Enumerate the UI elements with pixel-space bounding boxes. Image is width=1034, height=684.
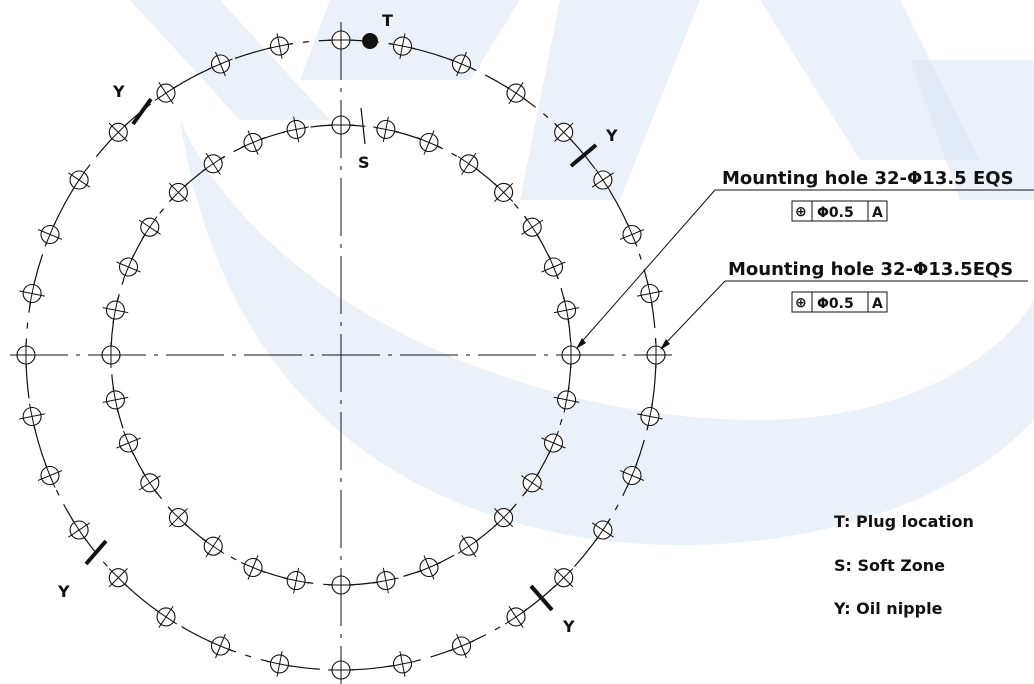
oil-nipple-marker-sw: Y [57, 539, 108, 601]
outer-hole-callout: Mounting hole 32-Φ13.5 EQS ⊕ Φ0.5 A [576, 168, 1034, 349]
oil-nipple-marker-nw: Y [112, 82, 153, 126]
inner-mounting-hole [138, 216, 161, 239]
inner-mounting-hole [521, 216, 544, 239]
inner-mounting-hole [553, 297, 580, 323]
outer-mounting-hole [389, 651, 416, 677]
outer-mounting-hole [449, 51, 474, 77]
outer-mounting-hole [389, 33, 416, 59]
outer-mounting-hole [19, 280, 45, 307]
inner-mounting-hole [553, 387, 580, 413]
inner-mounting-hole [283, 116, 309, 143]
outer-mounting-hole [108, 122, 128, 142]
inner-callout-text: Mounting hole 32-Φ13.5EQS [728, 259, 1013, 280]
inner-hole-callout: Mounting hole 32-Φ13.5EQS ⊕ Φ0.5 A [660, 259, 1028, 350]
inner-tolerance-frame: ⊕ Φ0.5 A [791, 291, 888, 313]
outer-mounting-hole [19, 403, 45, 430]
outer-mounting-hole [643, 342, 669, 368]
legend: T: Plug location S: Soft Zone Y: Oil nip… [833, 512, 974, 618]
outer-mounting-hole [591, 168, 614, 192]
oil-nipple-marker-ne: Y [569, 126, 618, 168]
oil-nipple-marker-se: Y [529, 584, 575, 636]
outer-mounting-hole [554, 568, 574, 588]
outer-mounting-hole [266, 33, 293, 59]
inner-mounting-hole [328, 572, 354, 598]
svg-text:Y: Y [562, 617, 575, 636]
soft-zone-label: S [358, 153, 370, 172]
outer-mounting-hole [637, 403, 663, 430]
outer-mounting-hole [504, 605, 528, 628]
inner-mounting-hole [102, 387, 129, 413]
position-tolerance-icon: ⊕ [795, 295, 807, 311]
soft-zone-tick [360, 107, 366, 145]
outer-mounting-hole [68, 518, 91, 542]
outer-mounting-hole [37, 222, 63, 247]
svg-text:Y: Y [57, 582, 70, 601]
legend-plug-location: T: Plug location [834, 512, 974, 531]
outer-mounting-hole [328, 657, 354, 683]
inner-mounting-holes [98, 112, 584, 598]
outer-mounting-hole [328, 27, 354, 53]
inner-mounting-hole [202, 535, 225, 558]
outer-mounting-hole [637, 280, 663, 307]
inner-tolerance-value: Φ0.5 [817, 296, 854, 312]
inner-mounting-hole [328, 112, 354, 138]
inner-mounting-hole [240, 130, 266, 155]
inner-mounting-hole [202, 152, 225, 175]
inner-mounting-hole [494, 182, 514, 202]
inner-mounting-hole [102, 297, 129, 323]
position-tolerance-icon: ⊕ [795, 204, 807, 220]
outer-mounting-hole [504, 82, 528, 105]
plug-marker-label: T [382, 11, 393, 30]
outer-tolerance-frame: ⊕ Φ0.5 A [791, 200, 888, 222]
inner-mounting-hole [521, 471, 544, 494]
inner-mounting-hole [168, 182, 188, 202]
outer-mounting-hole [154, 605, 178, 628]
inner-mounting-hole [416, 130, 442, 155]
inner-mounting-hole [168, 508, 188, 528]
plug-location-marker [362, 33, 378, 49]
outer-mounting-hole [208, 51, 233, 77]
outer-mounting-hole [154, 82, 178, 105]
inner-mounting-hole [116, 430, 141, 456]
legend-oil-nipple: Y: Oil nipple [833, 599, 943, 618]
inner-mounting-hole [116, 254, 141, 280]
inner-mounting-hole [457, 152, 480, 175]
outer-callout-text: Mounting hole 32-Φ13.5 EQS [722, 168, 1014, 189]
inner-datum-label: A [872, 296, 883, 312]
inner-mounting-hole [558, 342, 584, 368]
inner-mounting-hole [373, 116, 399, 143]
outer-mounting-hole [108, 568, 128, 588]
outer-mounting-holes [13, 27, 669, 683]
outer-mounting-hole [208, 633, 233, 659]
inner-mounting-hole [416, 555, 442, 580]
inner-mounting-hole [240, 555, 266, 580]
inner-mounting-hole [373, 567, 399, 594]
outer-mounting-hole [619, 222, 645, 247]
inner-mounting-hole [283, 567, 309, 594]
svg-text:Y: Y [112, 82, 125, 101]
outer-mounting-hole [449, 633, 474, 659]
outer-mounting-hole [266, 651, 293, 677]
inner-mounting-hole [98, 342, 124, 368]
outer-mounting-hole [619, 463, 645, 488]
inner-mounting-hole [494, 508, 514, 528]
legend-soft-zone: S: Soft Zone [834, 556, 945, 575]
inner-mounting-hole [541, 430, 566, 456]
svg-text:Y: Y [605, 126, 618, 145]
outer-mounting-hole [68, 168, 91, 192]
inner-mounting-hole [541, 254, 566, 280]
outer-mounting-hole [591, 518, 614, 542]
outer-mounting-hole [554, 122, 574, 142]
outer-datum-label: A [872, 205, 883, 221]
outer-mounting-hole [13, 342, 39, 368]
inner-mounting-hole [138, 471, 161, 494]
outer-mounting-hole [37, 463, 63, 488]
watermark-logo [130, 0, 1034, 545]
inner-mounting-hole [457, 535, 480, 558]
outer-tolerance-value: Φ0.5 [817, 205, 854, 221]
